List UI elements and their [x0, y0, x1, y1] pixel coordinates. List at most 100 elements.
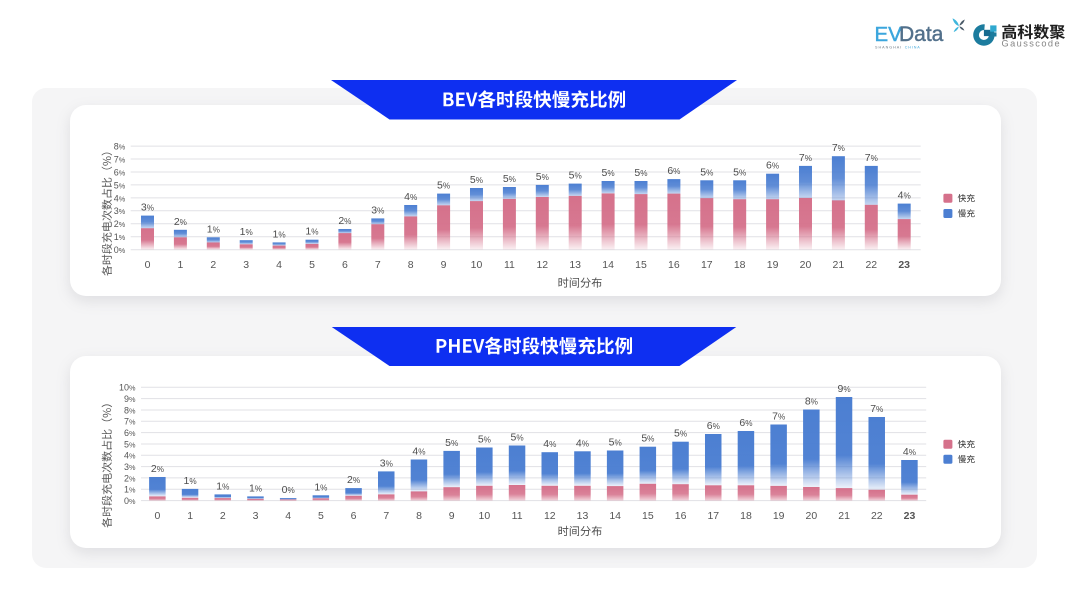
- svg-text:0%: 0%: [282, 485, 295, 496]
- svg-text:7%: 7%: [799, 153, 812, 164]
- svg-text:9%: 9%: [124, 394, 136, 404]
- svg-text:EV: EV: [875, 23, 903, 46]
- svg-text:0%: 0%: [114, 245, 126, 255]
- svg-text:3: 3: [244, 260, 250, 271]
- svg-text:1%: 1%: [124, 485, 136, 495]
- svg-text:5%: 5%: [511, 432, 524, 443]
- svg-text:5%: 5%: [642, 434, 655, 445]
- svg-text:6%: 6%: [124, 428, 136, 438]
- svg-text:5%: 5%: [674, 429, 687, 440]
- svg-text:22: 22: [866, 260, 878, 271]
- svg-text:1%: 1%: [306, 226, 319, 237]
- svg-text:8: 8: [416, 511, 422, 522]
- svg-text:5%: 5%: [478, 434, 491, 445]
- svg-text:9%: 9%: [838, 384, 851, 395]
- svg-text:4: 4: [276, 260, 282, 271]
- svg-text:5%: 5%: [536, 172, 549, 183]
- svg-text:4%: 4%: [898, 190, 911, 201]
- svg-text:1%: 1%: [217, 481, 230, 492]
- svg-text:5%: 5%: [470, 175, 483, 186]
- svg-text:6%: 6%: [766, 160, 779, 171]
- svg-text:23: 23: [904, 511, 916, 522]
- svg-text:2%: 2%: [174, 216, 187, 227]
- svg-text:5%: 5%: [609, 437, 622, 448]
- svg-text:Gausscode: Gausscode: [1002, 39, 1062, 49]
- svg-text:7%: 7%: [124, 417, 136, 427]
- svg-text:19: 19: [767, 260, 779, 271]
- svg-text:1: 1: [178, 260, 184, 271]
- svg-text:5: 5: [318, 511, 324, 522]
- svg-text:3%: 3%: [124, 462, 136, 472]
- svg-text:12: 12: [537, 260, 549, 271]
- svg-text:4%: 4%: [544, 439, 557, 450]
- svg-text:7: 7: [375, 260, 381, 271]
- svg-text:5%: 5%: [503, 174, 516, 185]
- svg-text:0: 0: [145, 260, 151, 271]
- svg-text:17: 17: [708, 511, 720, 522]
- svg-text:6%: 6%: [707, 421, 720, 432]
- svg-text:2%: 2%: [347, 475, 360, 486]
- svg-text:2%: 2%: [151, 464, 164, 475]
- svg-text:7%: 7%: [871, 404, 884, 415]
- svg-text:3%: 3%: [114, 206, 126, 216]
- svg-text:10: 10: [479, 511, 491, 522]
- svg-text:17: 17: [701, 260, 713, 271]
- svg-text:0%: 0%: [124, 496, 136, 506]
- svg-text:3%: 3%: [141, 202, 154, 213]
- svg-text:22: 22: [871, 511, 883, 522]
- svg-text:7%: 7%: [114, 154, 126, 164]
- svg-text:6%: 6%: [114, 167, 126, 177]
- svg-text:5%: 5%: [114, 180, 126, 190]
- svg-text:7%: 7%: [772, 411, 785, 422]
- svg-text:4%: 4%: [114, 193, 126, 203]
- svg-text:3: 3: [253, 511, 259, 522]
- svg-text:5%: 5%: [635, 168, 648, 179]
- svg-text:2%: 2%: [124, 473, 136, 483]
- svg-text:9: 9: [449, 511, 455, 522]
- svg-text:5%: 5%: [124, 439, 136, 449]
- svg-text:0: 0: [155, 511, 161, 522]
- svg-text:8%: 8%: [114, 141, 126, 151]
- svg-text:4%: 4%: [576, 438, 589, 449]
- svg-text:5%: 5%: [701, 167, 714, 178]
- svg-text:5%: 5%: [437, 180, 450, 191]
- svg-text:2: 2: [220, 511, 226, 522]
- svg-text:5%: 5%: [733, 167, 746, 178]
- svg-text:10%: 10%: [119, 383, 136, 393]
- svg-text:6%: 6%: [668, 166, 681, 177]
- svg-text:13: 13: [570, 260, 582, 271]
- svg-text:18: 18: [734, 260, 746, 271]
- svg-text:SHANGHAI: SHANGHAI: [875, 45, 902, 49]
- svg-text:3%: 3%: [380, 458, 393, 469]
- svg-text:8%: 8%: [805, 396, 818, 407]
- svg-text:4%: 4%: [413, 446, 426, 457]
- svg-text:5%: 5%: [602, 168, 615, 179]
- svg-text:6%: 6%: [740, 418, 753, 429]
- svg-text:2: 2: [211, 260, 217, 271]
- svg-text:12: 12: [544, 511, 556, 522]
- svg-text:6: 6: [342, 260, 348, 271]
- svg-text:1%: 1%: [315, 482, 328, 493]
- svg-text:1%: 1%: [207, 224, 220, 235]
- svg-text:4%: 4%: [404, 192, 417, 203]
- svg-text:10: 10: [471, 260, 483, 271]
- svg-text:8: 8: [408, 260, 414, 271]
- svg-text:Data: Data: [899, 23, 944, 46]
- svg-text:20: 20: [806, 511, 818, 522]
- svg-text:2%: 2%: [339, 216, 352, 227]
- svg-text:16: 16: [675, 511, 687, 522]
- svg-text:21: 21: [839, 511, 851, 522]
- svg-text:19: 19: [773, 511, 785, 522]
- svg-text:15: 15: [635, 260, 647, 271]
- svg-text:5: 5: [309, 260, 315, 271]
- svg-text:1%: 1%: [184, 476, 197, 487]
- svg-text:6: 6: [351, 511, 357, 522]
- svg-text:16: 16: [668, 260, 680, 271]
- svg-text:7%: 7%: [832, 143, 845, 154]
- svg-text:1%: 1%: [273, 229, 286, 240]
- svg-text:13: 13: [577, 511, 589, 522]
- svg-text:18: 18: [740, 511, 752, 522]
- svg-text:1: 1: [187, 511, 193, 522]
- svg-text:7: 7: [384, 511, 390, 522]
- svg-text:1%: 1%: [249, 483, 262, 494]
